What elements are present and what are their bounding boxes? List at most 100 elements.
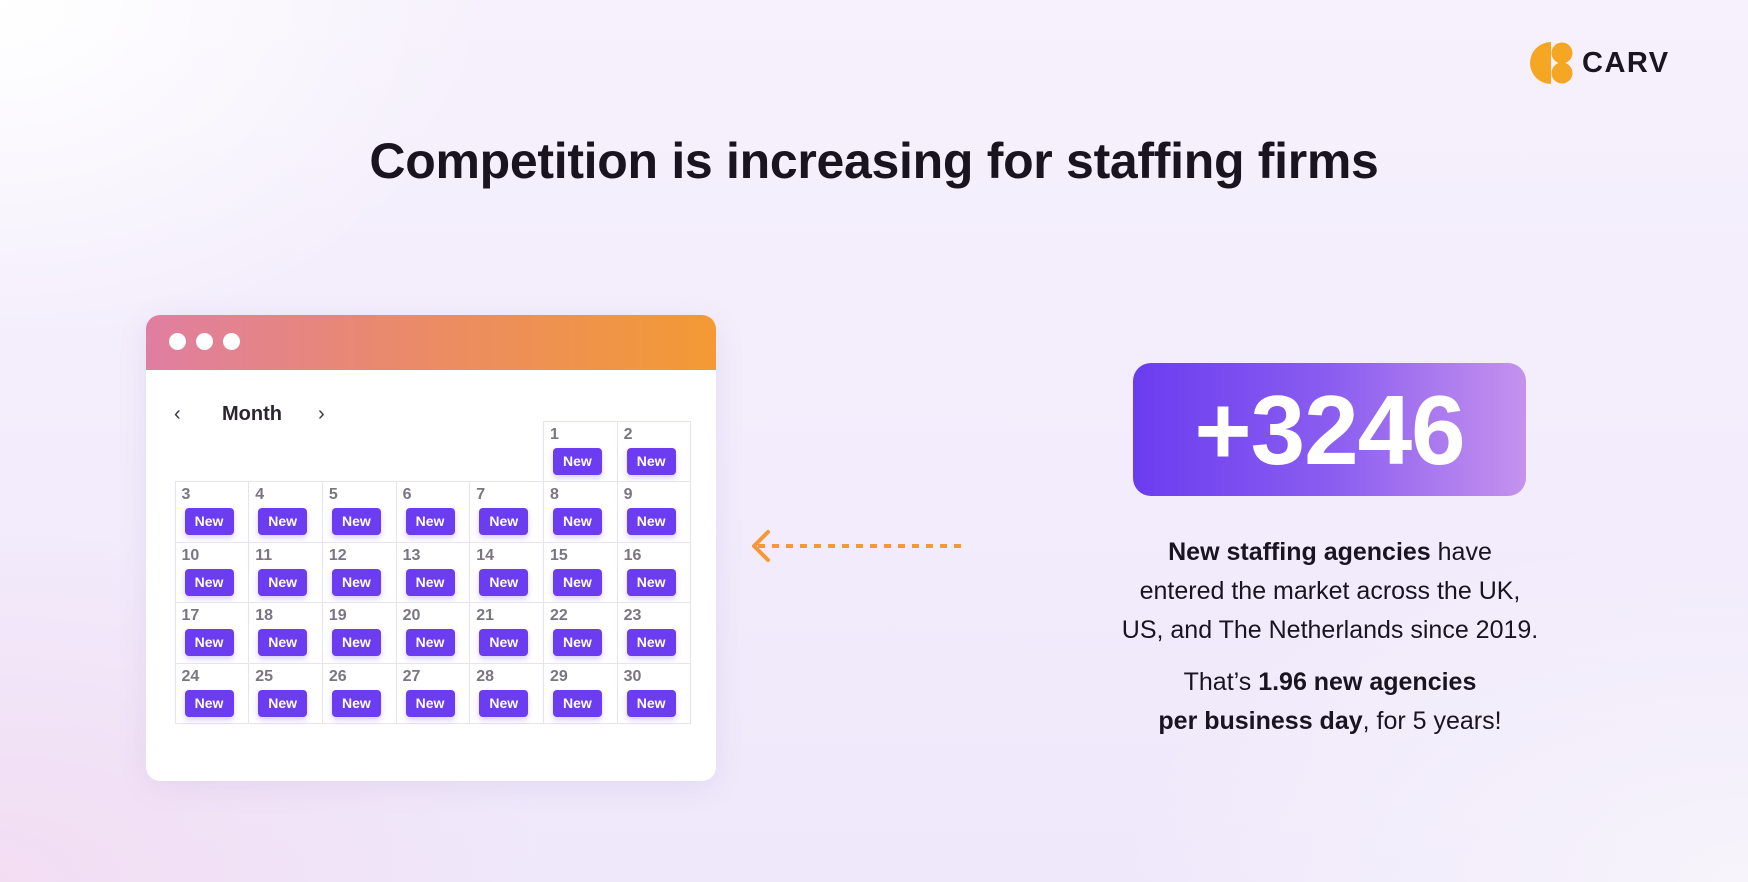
new-badge[interactable]: New — [331, 689, 381, 717]
calendar-day-cell[interactable]: 5 New — [321, 481, 397, 543]
day-number: 23 — [623, 607, 642, 625]
new-badge[interactable]: New — [479, 689, 529, 717]
day-number: 16 — [623, 546, 642, 564]
calendar-day-cell[interactable]: 25 New — [248, 662, 323, 725]
new-badge[interactable]: New — [258, 629, 308, 657]
new-badge[interactable]: New — [552, 508, 602, 536]
new-badge[interactable]: New — [552, 447, 602, 475]
new-badge[interactable]: New — [405, 508, 455, 536]
calendar-day-cell[interactable]: 28 New — [469, 662, 544, 725]
calendar-day-cell[interactable]: 13 New — [395, 541, 471, 604]
new-badge[interactable]: New — [258, 689, 308, 717]
window-dot-icon — [196, 333, 213, 350]
day-number: 22 — [549, 607, 568, 625]
day-number: 29 — [549, 667, 568, 685]
brand-logo: CARV — [1528, 40, 1670, 86]
calendar-empty-cell — [249, 421, 323, 482]
new-badge[interactable]: New — [184, 508, 234, 536]
new-badge[interactable]: New — [405, 568, 455, 596]
new-badge[interactable]: New — [552, 568, 602, 596]
new-badge[interactable]: New — [331, 508, 381, 536]
calendar-day-cell[interactable]: 21 New — [469, 602, 544, 664]
new-badge[interactable]: New — [626, 689, 676, 717]
calendar-day-cell[interactable]: 1 New — [542, 420, 618, 483]
calendar-day-cell[interactable]: 8 New — [542, 481, 618, 543]
new-badge[interactable]: New — [479, 508, 529, 536]
calendar-day-cell[interactable]: 6 New — [395, 481, 471, 543]
new-badge[interactable]: New — [184, 568, 234, 596]
calendar-day-cell[interactable]: 11 New — [248, 541, 323, 604]
day-number: 3 — [181, 486, 191, 504]
new-badge[interactable]: New — [405, 689, 455, 717]
stat-badge: +3246 — [1133, 363, 1526, 496]
calendar-day-cell[interactable]: 30 New — [616, 662, 692, 725]
calendar-day-cell[interactable]: 9 New — [616, 481, 692, 543]
calendar-window: ‹ Month › 1 New 2 New 3 New 4 New 5 New 6 New 7 New 8 N… — [146, 315, 716, 781]
calendar-empty-cell — [322, 421, 396, 482]
chevron-left-icon[interactable]: ‹ — [174, 403, 181, 425]
day-number: 26 — [328, 667, 347, 685]
day-number: 24 — [181, 667, 200, 685]
calendar-empty-cell — [175, 421, 249, 482]
calendar-day-cell[interactable]: 3 New — [174, 481, 250, 543]
day-number: 6 — [402, 486, 412, 504]
new-badge[interactable]: New — [552, 689, 602, 717]
month-navigation: ‹ Month › — [174, 401, 334, 427]
month-label: Month — [222, 403, 282, 425]
day-number: 21 — [476, 607, 495, 625]
new-badge[interactable]: New — [626, 629, 676, 657]
calendar-day-cell[interactable]: 17 New — [174, 602, 250, 664]
brand-name: CARV — [1582, 46, 1670, 79]
day-number: 4 — [255, 486, 265, 504]
calendar-day-cell[interactable]: 2 New — [616, 420, 692, 483]
calendar-day-cell[interactable]: 27 New — [395, 662, 471, 725]
day-number: 9 — [623, 486, 633, 504]
calendar-day-cell[interactable]: 26 New — [321, 662, 397, 725]
calendar-day-cell[interactable]: 22 New — [542, 602, 618, 664]
window-title-bar — [146, 315, 716, 370]
new-badge[interactable]: New — [258, 508, 308, 536]
calendar-day-cell[interactable]: 24 New — [174, 662, 250, 725]
chevron-right-icon[interactable]: › — [318, 403, 325, 425]
calendar-day-cell[interactable]: 20 New — [395, 602, 471, 664]
arrow-left-dashed-icon — [752, 530, 962, 562]
description-text: have — [1430, 538, 1492, 566]
calendar-day-cell[interactable]: 18 New — [248, 602, 323, 664]
new-badge[interactable]: New — [331, 568, 381, 596]
day-number: 13 — [402, 546, 421, 564]
new-badge[interactable]: New — [626, 447, 676, 475]
new-badge[interactable]: New — [479, 568, 529, 596]
day-number: 20 — [402, 607, 421, 625]
new-badge[interactable]: New — [331, 629, 381, 657]
calendar-day-cell[interactable]: 15 New — [542, 541, 618, 604]
calendar-day-cell[interactable]: 23 New — [616, 602, 692, 664]
calendar-day-cell[interactable]: 10 New — [174, 541, 250, 604]
calendar-day-cell[interactable]: 14 New — [469, 541, 544, 604]
new-badge[interactable]: New — [184, 629, 234, 657]
new-badge[interactable]: New — [552, 629, 602, 657]
day-number: 17 — [181, 607, 200, 625]
day-number: 19 — [328, 607, 347, 625]
description-highlight: 1.96 new agencies — [1258, 668, 1477, 696]
day-number: 14 — [476, 546, 495, 564]
description-highlight: New staffing agencies — [1168, 538, 1431, 566]
day-number: 25 — [255, 667, 273, 685]
calendar-day-cell[interactable]: 29 New — [542, 662, 618, 725]
calendar-day-cell[interactable]: 19 New — [321, 602, 397, 664]
day-number: 28 — [476, 667, 495, 685]
calendar-day-cell[interactable]: 4 New — [248, 481, 323, 543]
new-badge[interactable]: New — [258, 568, 308, 596]
new-badge[interactable]: New — [479, 629, 529, 657]
calendar-day-cell[interactable]: 7 New — [469, 481, 544, 543]
page-title: Competition is increasing for staffing f… — [369, 133, 1379, 189]
calendar-day-cell[interactable]: 16 New — [616, 541, 692, 604]
carv-logo-icon — [1530, 42, 1573, 84]
new-badge[interactable]: New — [626, 568, 676, 596]
calendar-day-cell[interactable]: 12 New — [321, 541, 397, 604]
new-badge[interactable]: New — [184, 689, 234, 717]
new-badge[interactable]: New — [626, 508, 676, 536]
new-badge[interactable]: New — [405, 629, 455, 657]
calendar-empty-cell — [470, 421, 544, 482]
description-text: That’s — [1183, 668, 1259, 696]
day-number: 8 — [549, 486, 559, 504]
